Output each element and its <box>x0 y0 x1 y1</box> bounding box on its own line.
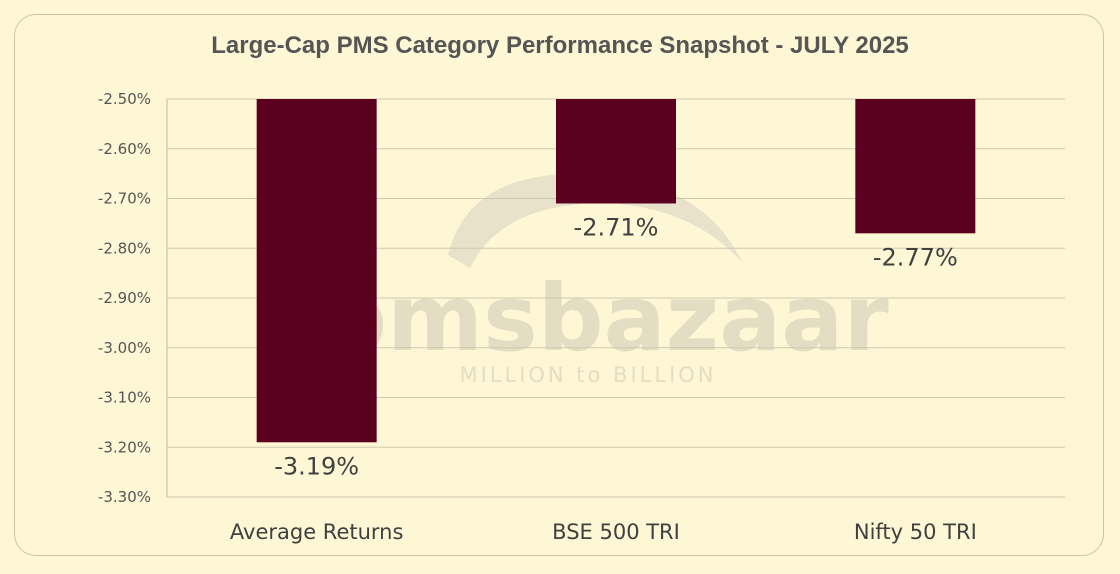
data-label-2: -2.77% <box>873 243 958 271</box>
data-labels: -3.19% -2.71% -2.77% <box>274 213 958 480</box>
chart-title: Large-Cap PMS Category Performance Snaps… <box>211 32 909 59</box>
category-label-2: Nifty 50 TRI <box>854 520 977 544</box>
y-tick-label: -2.80% <box>98 239 151 257</box>
bar-0 <box>256 99 377 443</box>
category-label-1: BSE 500 TRI <box>552 520 680 544</box>
y-axis: -2.50% -2.60% -2.70% -2.80% -2.90% -3.00% -3.1… <box>98 90 168 506</box>
y-tick-label: -3.30% <box>98 488 151 506</box>
watermark-brand: pmsbazaar <box>321 265 889 372</box>
y-tick-label: -2.60% <box>98 140 151 158</box>
y-tick-label: -2.50% <box>98 90 151 108</box>
x-axis: Average Returns BSE 500 TRI Nifty 50 TRI <box>230 520 977 544</box>
bar-1 <box>556 99 676 204</box>
y-tick-label: -2.90% <box>98 289 151 307</box>
data-label-1: -2.71% <box>574 213 659 241</box>
bars <box>256 99 976 443</box>
bar-2 <box>855 99 976 234</box>
y-tick-label: -3.00% <box>98 339 151 357</box>
category-label-0: Average Returns <box>230 520 404 544</box>
y-tick-label: -3.20% <box>98 438 151 456</box>
data-label-0: -3.19% <box>274 452 359 480</box>
watermark-tagline: MILLION to BILLION <box>459 363 716 387</box>
watermark: pmsbazaar MILLION to BILLION <box>321 174 889 387</box>
y-tick-label: -2.70% <box>98 190 151 208</box>
y-tick-label: -3.10% <box>98 389 151 407</box>
